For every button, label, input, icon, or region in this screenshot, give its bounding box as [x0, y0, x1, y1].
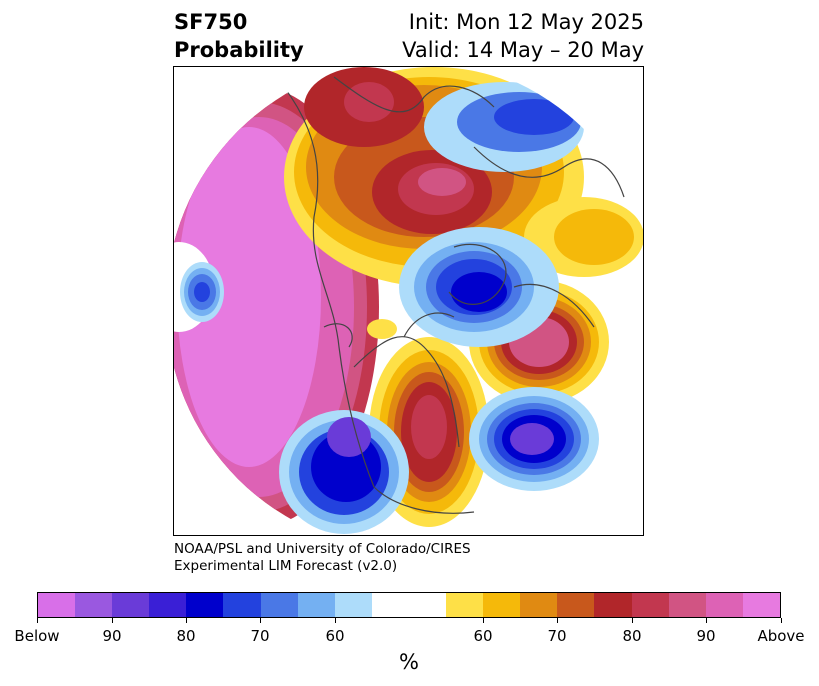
colorbar-tick-label: 70 [547, 627, 567, 645]
colorbar-tickmark [186, 618, 187, 623]
colorbar-swatch [631, 593, 669, 617]
credit-text: NOAA/PSL and University of Colorado/CIRE… [174, 541, 471, 575]
credit-line-2: Experimental LIM Forecast (v2.0) [174, 558, 398, 574]
coastlines [283, 76, 625, 514]
colorbar-swatch [260, 593, 298, 617]
colorbar-swatch [186, 593, 224, 617]
colorbar-tick-label: 60 [473, 627, 493, 645]
colorbar-tick-label: Above [757, 627, 805, 645]
colorbar-swatch [371, 593, 409, 617]
colorbar-tick-label: 60 [325, 627, 345, 645]
colorbar-tickmark [112, 618, 113, 623]
colorbar-tick-label: 80 [622, 627, 642, 645]
colorbar-tick-label: 90 [696, 627, 716, 645]
colorbar-swatch [594, 593, 632, 617]
colorbar-swatch [408, 593, 447, 617]
product-name: Probability [174, 38, 304, 62]
colorbar-swatch [668, 593, 706, 617]
probability-map-svg [174, 67, 643, 535]
colorbar-tick-label: 70 [250, 627, 270, 645]
init-date: Init: Mon 12 May 2025 [408, 10, 644, 34]
colorbar-swatch [149, 593, 187, 617]
below-anomaly-northeast [424, 82, 584, 172]
colorbar-swatch [223, 593, 261, 617]
colorbar-swatch [705, 593, 743, 617]
below-anomaly-west [174, 242, 224, 332]
below-anomaly-southwest [279, 410, 409, 534]
colorbar-tickmark [632, 618, 633, 623]
colorbar-tickmark [260, 618, 261, 623]
colorbar [37, 592, 781, 618]
colorbar-swatch [112, 593, 150, 617]
colorbar-swatch [75, 593, 113, 617]
colorbar-swatch [446, 593, 484, 617]
title-left: SF750 Probability [174, 8, 304, 64]
colorbar-tickmark [781, 618, 782, 623]
colorbar-swatch [297, 593, 335, 617]
colorbar-tickmark [37, 618, 38, 623]
colorbar-swatch [334, 593, 372, 617]
variable-name: SF750 [174, 10, 248, 34]
colorbar-swatch [483, 593, 521, 617]
colorbar-tickmark [483, 618, 484, 623]
credit-line-1: NOAA/PSL and University of Colorado/CIRE… [174, 541, 471, 557]
title-right: Init: Mon 12 May 2025 Valid: 14 May – 20… [402, 8, 644, 64]
colorbar-tick-label: Below [14, 627, 60, 645]
colorbar-swatch [742, 593, 780, 617]
colorbar-tickmark [706, 618, 707, 623]
colorbar-tickmark [335, 618, 336, 623]
colorbar-unit: % [399, 650, 419, 674]
colorbar-tick-label: 80 [176, 627, 196, 645]
below-anomaly-southeast [469, 387, 599, 491]
colorbar-swatch [557, 593, 595, 617]
colorbar-swatch [38, 593, 76, 617]
colorbar-tickmark [557, 618, 558, 623]
forecast-map [173, 66, 644, 536]
colorbar-swatch [520, 593, 558, 617]
colorbar-tick-label: 90 [102, 627, 122, 645]
valid-range: Valid: 14 May – 20 May [402, 38, 644, 62]
